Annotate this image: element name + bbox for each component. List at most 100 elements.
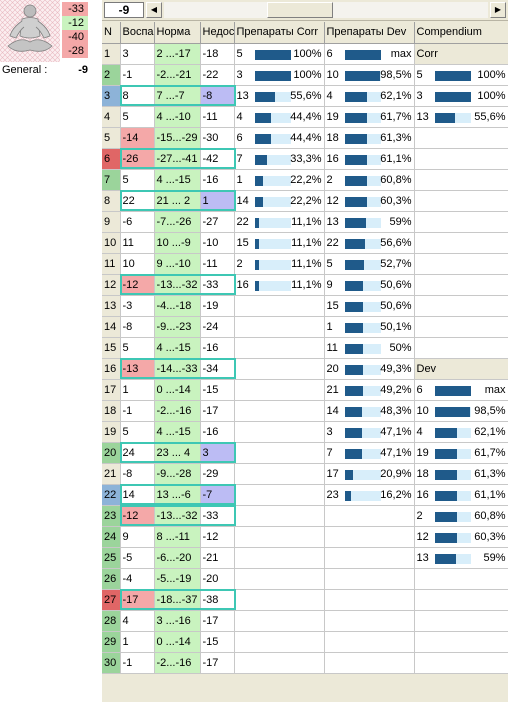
preparaty-corr-cell[interactable] — [234, 463, 325, 485]
table-row[interactable]: 26 -4 -5...-19 -20 — [102, 568, 508, 590]
preparaty-corr-cell[interactable] — [234, 316, 325, 338]
preparaty-corr-cell[interactable] — [234, 484, 325, 506]
table-row[interactable]: 20 24 23 ... 4 3 7 47,1% 19 61,7% — [102, 442, 508, 464]
preparaty-dev-cell[interactable]: 17 20,9% — [324, 463, 415, 485]
norma-range[interactable]: -13...-32 — [154, 274, 201, 296]
norma-range[interactable]: -9...-23 — [154, 316, 201, 338]
horizontal-scrollbar[interactable] — [164, 2, 488, 18]
vospa-value[interactable]: 9 — [120, 526, 155, 548]
preparaty-corr-cell[interactable] — [234, 379, 325, 401]
vospa-value[interactable]: 4 — [120, 610, 155, 632]
preparaty-corr-cell[interactable]: 6 44,4% — [234, 127, 325, 149]
preparaty-corr-cell[interactable]: 22 11,1% — [234, 211, 325, 233]
preparaty-dev-cell[interactable]: 12 60,3% — [324, 190, 415, 212]
compendium-cell[interactable] — [414, 316, 508, 338]
preparaty-corr-cell[interactable] — [234, 400, 325, 422]
nedos-value[interactable]: -34 — [200, 358, 235, 380]
nedos-value[interactable]: -19 — [200, 295, 235, 317]
nedos-value[interactable]: -11 — [200, 253, 235, 275]
preparaty-dev-cell[interactable]: 13 59% — [324, 211, 415, 233]
vospa-value[interactable]: -6 — [120, 211, 155, 233]
norma-range[interactable]: -6...-20 — [154, 547, 201, 569]
norma-range[interactable]: -27...-41 — [154, 148, 201, 170]
row-number[interactable]: 3 — [102, 85, 121, 107]
preparaty-dev-cell[interactable]: 4 62,1% — [324, 85, 415, 107]
nedos-value[interactable]: -15 — [200, 379, 235, 401]
preparaty-corr-cell[interactable]: 15 11,1% — [234, 232, 325, 254]
row-number[interactable]: 13 — [102, 295, 121, 317]
norma-range[interactable]: 8 ...-11 — [154, 526, 201, 548]
row-number[interactable]: 2 — [102, 64, 121, 86]
norma-range[interactable]: -13...-32 — [154, 505, 201, 527]
row-number[interactable]: 7 — [102, 169, 121, 191]
nedos-value[interactable]: -17 — [200, 610, 235, 632]
preparaty-dev-cell[interactable]: 9 50,6% — [324, 274, 415, 296]
preparaty-dev-cell[interactable]: 14 48,3% — [324, 400, 415, 422]
preparaty-corr-cell[interactable] — [234, 505, 325, 527]
norma-range[interactable]: 7 ...-7 — [154, 85, 201, 107]
compendium-cell[interactable]: 13 59% — [414, 547, 508, 569]
norma-range[interactable]: -7...-26 — [154, 211, 201, 233]
table-row[interactable]: 13 -3 -4...-18 -19 15 50,6% — [102, 295, 508, 317]
preparaty-corr-cell[interactable]: 13 55,6% — [234, 85, 325, 107]
nedos-value[interactable]: -24 — [200, 316, 235, 338]
table-row[interactable]: 15 5 4 ...-15 -16 11 50% — [102, 337, 508, 359]
norma-range[interactable]: 23 ... 4 — [154, 442, 201, 464]
column-header-preparaty-dev[interactable]: Препараты Dev — [324, 22, 415, 44]
nedos-value[interactable]: -30 — [200, 127, 235, 149]
compendium-cell[interactable] — [414, 652, 508, 674]
row-number[interactable]: 17 — [102, 379, 121, 401]
nedos-value[interactable]: -7 — [200, 484, 235, 506]
table-row[interactable]: 6 -26 -27...-41 -42 7 33,3% 16 61,1% — [102, 148, 508, 170]
table-row[interactable]: 17 1 0 ...-14 -15 21 49,2% 6 max — [102, 379, 508, 401]
vospa-value[interactable]: 1 — [120, 379, 155, 401]
preparaty-dev-cell[interactable] — [324, 547, 415, 569]
row-number[interactable]: 20 — [102, 442, 121, 464]
norma-range[interactable]: 21 ... 2 — [154, 190, 201, 212]
nedos-value[interactable]: -22 — [200, 64, 235, 86]
nedos-value[interactable]: -29 — [200, 463, 235, 485]
compendium-cell[interactable]: 10 98,5% — [414, 400, 508, 422]
vospa-value[interactable]: -5 — [120, 547, 155, 569]
preparaty-dev-cell[interactable]: 18 61,3% — [324, 127, 415, 149]
nedos-value[interactable]: -17 — [200, 652, 235, 674]
compendium-cell[interactable]: 13 55,6% — [414, 106, 508, 128]
table-row[interactable]: 24 9 8 ...-11 -12 12 60,3% — [102, 526, 508, 548]
preparaty-dev-cell[interactable]: 5 52,7% — [324, 253, 415, 275]
compendium-cell[interactable] — [414, 337, 508, 359]
preparaty-corr-cell[interactable]: 5 100% — [234, 43, 325, 65]
preparaty-dev-cell[interactable]: 15 50,6% — [324, 295, 415, 317]
nedos-value[interactable]: -21 — [200, 547, 235, 569]
preparaty-corr-cell[interactable]: 3 100% — [234, 64, 325, 86]
scrollbar-thumb[interactable] — [267, 2, 333, 18]
norma-range[interactable]: 2 ...-17 — [154, 43, 201, 65]
norma-range[interactable]: -4...-18 — [154, 295, 201, 317]
nedos-value[interactable]: -38 — [200, 589, 235, 611]
compendium-cell[interactable] — [414, 232, 508, 254]
table-row[interactable]: 22 14 13 ...-6 -7 23 16,2% 16 61,1% — [102, 484, 508, 506]
preparaty-corr-cell[interactable]: 14 22,2% — [234, 190, 325, 212]
table-row[interactable]: 8 22 21 ... 2 1 14 22,2% 12 60,3% — [102, 190, 508, 212]
compendium-cell[interactable]: Dev — [414, 358, 508, 380]
norma-range[interactable]: -15...-29 — [154, 127, 201, 149]
vospa-value[interactable]: 5 — [120, 337, 155, 359]
table-row[interactable]: 25 -5 -6...-20 -21 13 59% — [102, 547, 508, 569]
vospa-value[interactable]: -13 — [120, 358, 155, 380]
compendium-cell[interactable] — [414, 631, 508, 653]
row-number[interactable]: 24 — [102, 526, 121, 548]
nedos-value[interactable]: -8 — [200, 85, 235, 107]
preparaty-corr-cell[interactable] — [234, 526, 325, 548]
row-number[interactable]: 23 — [102, 505, 121, 527]
row-number[interactable]: 4 — [102, 106, 121, 128]
nedos-value[interactable]: -17 — [200, 400, 235, 422]
vospa-value[interactable]: 5 — [120, 169, 155, 191]
row-number[interactable]: 30 — [102, 652, 121, 674]
preparaty-corr-cell[interactable] — [234, 652, 325, 674]
row-number[interactable]: 12 — [102, 274, 121, 296]
table-row[interactable]: 21 -8 -9...-28 -29 17 20,9% 18 61,3% — [102, 463, 508, 485]
preparaty-corr-cell[interactable] — [234, 568, 325, 590]
preparaty-dev-cell[interactable]: 10 98,5% — [324, 64, 415, 86]
vospa-value[interactable]: -1 — [120, 64, 155, 86]
vospa-value[interactable]: 1 — [120, 631, 155, 653]
